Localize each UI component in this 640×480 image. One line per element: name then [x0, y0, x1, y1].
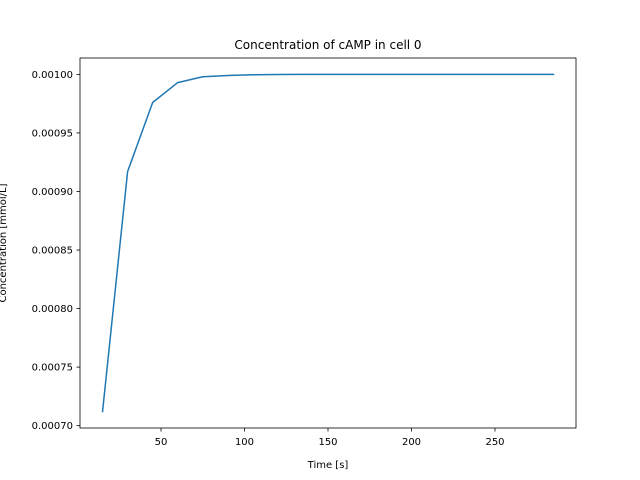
y-tick-label: 0.00095 [32, 128, 73, 139]
y-tick-label: 0.00075 [32, 363, 73, 374]
x-tick-label: 200 [402, 437, 421, 448]
y-tick-label: 0.00085 [32, 246, 73, 257]
x-tick-label: 250 [485, 437, 504, 448]
y-axis-label: Concentration [mmol/L] [0, 183, 9, 302]
series-layer [101, 73, 555, 413]
y-axis: 0.00070 0.00075 0.00080 0.00085 0.00090 0.000… [32, 70, 80, 432]
series-line [101, 73, 555, 413]
y-tick-label: 0.00070 [32, 421, 73, 432]
y-tick-label: 0.00090 [32, 187, 73, 198]
x-axis: 50 100 150 200 250 [155, 428, 505, 448]
x-tick-label: 100 [235, 437, 254, 448]
y-tick-label: 0.00100 [32, 70, 73, 81]
x-tick-label: 50 [155, 437, 168, 448]
y-tick-label: 0.00080 [32, 304, 73, 315]
chart-title: Concentration of cAMP in cell 0 [234, 38, 421, 52]
x-tick-label: 150 [318, 437, 337, 448]
x-axis-label: Time [s] [307, 460, 349, 471]
